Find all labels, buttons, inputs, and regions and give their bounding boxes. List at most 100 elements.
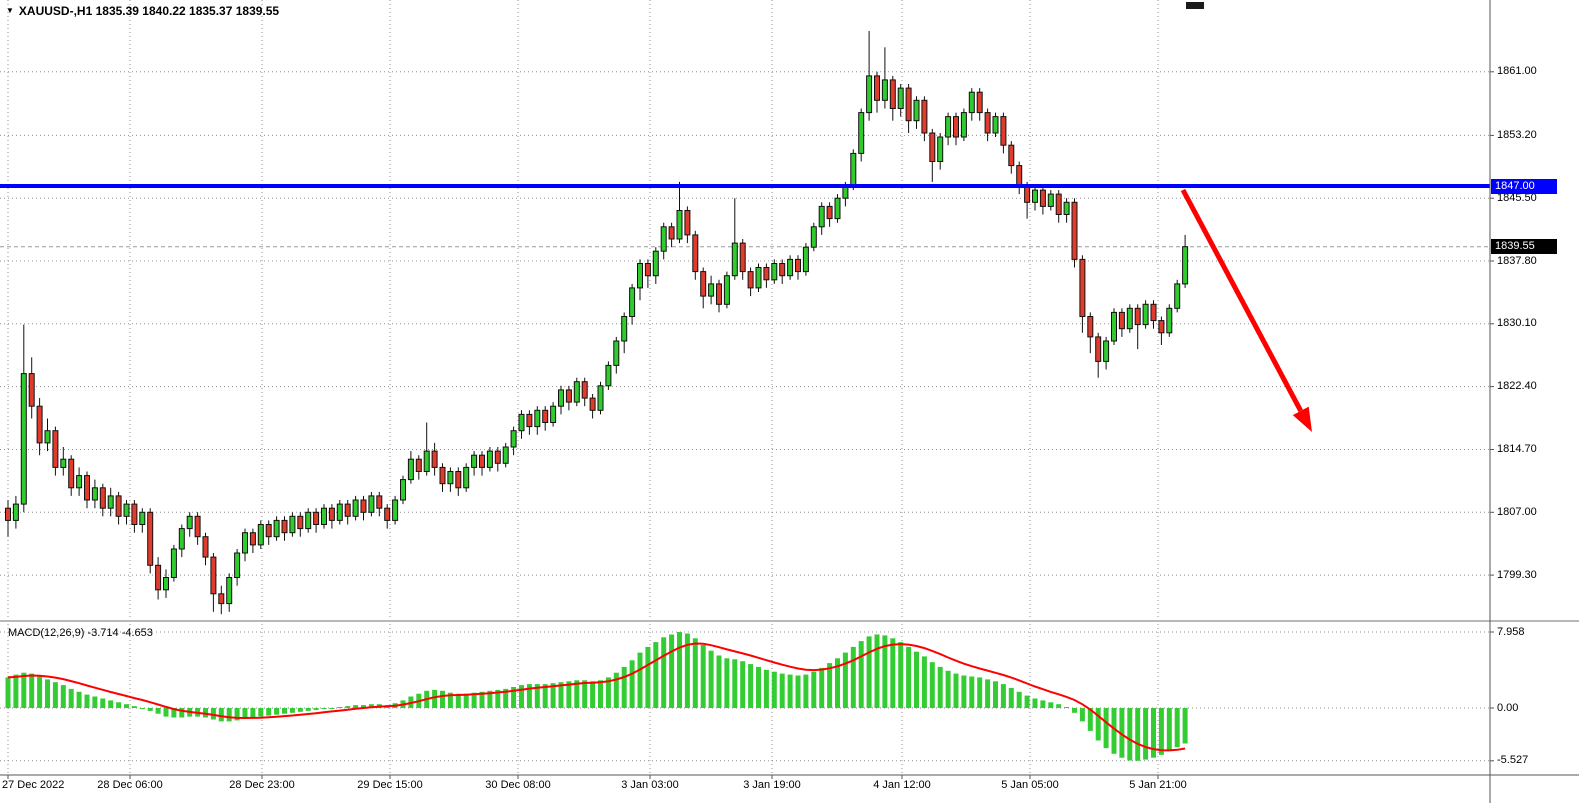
candle-body-bull xyxy=(1047,193,1054,207)
candle-body-bear xyxy=(526,413,533,428)
candle-body-bull xyxy=(660,226,667,252)
candle-body-bull xyxy=(234,552,241,578)
macd-histogram-bar xyxy=(977,677,983,708)
chart-shift-marker[interactable] xyxy=(1186,2,1204,9)
candle-body-bull xyxy=(242,532,248,554)
price-tick-label: 1822.40 xyxy=(1497,380,1537,393)
macd-histogram-bar xyxy=(1095,708,1101,741)
macd-histogram-bar xyxy=(590,681,596,708)
candle-body-bull xyxy=(273,519,280,538)
trend-arrow-head[interactable] xyxy=(1292,406,1312,432)
macd-histogram-bar xyxy=(52,682,58,708)
candle-body-bear xyxy=(218,593,225,605)
macd-histogram-bar xyxy=(139,708,145,709)
macd-histogram-bar xyxy=(13,674,19,708)
macd-histogram-bar xyxy=(811,671,817,708)
candle-body-bull xyxy=(12,503,19,521)
candle-body-bull xyxy=(1174,283,1181,309)
macd-histogram-bar xyxy=(1079,708,1085,722)
macd-histogram-bar xyxy=(1000,684,1006,708)
candle-body-bull xyxy=(937,136,944,162)
candle-body-bear xyxy=(376,495,383,509)
candle-body-bear xyxy=(360,499,367,513)
candle-body-bear xyxy=(700,271,707,297)
candle-body-bull xyxy=(834,197,841,220)
trend-arrow-shaft[interactable] xyxy=(1180,188,1303,412)
candle-body-bear xyxy=(494,450,501,464)
macd-histogram-bar xyxy=(819,667,825,708)
macd-tick-label: 0.00 xyxy=(1497,701,1519,714)
candle-body-bull xyxy=(305,511,312,530)
candle-body-bull xyxy=(534,409,541,428)
candle-body-bull xyxy=(613,340,620,366)
macd-histogram-bar xyxy=(929,662,935,708)
macd-histogram-bar xyxy=(5,677,11,708)
macd-histogram-bar xyxy=(969,676,975,708)
candle-body-bull xyxy=(810,226,817,248)
macd-histogram-bar xyxy=(100,698,106,708)
symbol-dropdown-icon[interactable]: ▼ xyxy=(6,6,14,15)
macd-histogram-bar xyxy=(605,677,611,708)
macd-histogram-bar xyxy=(700,645,706,708)
macd-histogram-bar xyxy=(345,706,351,708)
macd-histogram-bar xyxy=(795,675,801,708)
macd-histogram-bar xyxy=(218,708,224,722)
candle-body-bull xyxy=(771,263,778,281)
candle-body-bull xyxy=(945,116,952,138)
macd-histogram-bar xyxy=(1087,708,1093,731)
candle-body-bull xyxy=(486,450,493,468)
macd-histogram-bar xyxy=(1072,708,1077,713)
candle-body-bear xyxy=(455,471,462,489)
time-tick-label: 30 Dec 08:00 xyxy=(485,779,551,791)
candle-body-bull xyxy=(913,99,920,122)
macd-histogram-bar xyxy=(582,680,588,708)
candle-body-bear xyxy=(52,430,59,468)
macd-histogram-bar xyxy=(45,679,50,708)
candle-body-bear xyxy=(565,389,572,403)
macd-histogram-bar xyxy=(519,685,524,708)
macd-histogram-bar xyxy=(1143,708,1149,760)
macd-histogram-bar xyxy=(1103,708,1109,749)
macd-histogram-bar xyxy=(21,672,27,708)
macd-histogram-bar xyxy=(108,700,114,708)
macd-histogram-bar xyxy=(242,708,248,719)
candle-body-bull xyxy=(652,250,659,277)
macd-histogram-bar xyxy=(282,708,287,714)
candle-body-bear xyxy=(1118,311,1125,330)
macd-histogram-bar xyxy=(937,666,943,708)
candle-body-bull xyxy=(558,389,564,407)
macd-indicator-label: MACD(12,26,9) -3.714 -4.653 xyxy=(8,627,153,639)
candle-body-bear xyxy=(194,515,201,538)
candle-body-bull xyxy=(123,503,130,517)
current-price-tag: 1839.55 xyxy=(1491,239,1557,255)
candle-body-bull xyxy=(44,430,51,444)
candle-body-bull xyxy=(321,507,327,526)
candle-body-bull xyxy=(621,316,628,342)
candle-body-bear xyxy=(328,507,335,521)
candle-body-bull xyxy=(818,205,825,228)
candle-body-bear xyxy=(644,263,651,277)
candle-body-bull xyxy=(471,454,478,468)
candle-body-bear xyxy=(921,99,928,134)
candle-body-bull xyxy=(186,515,193,530)
candle-body-bull xyxy=(400,479,406,501)
macd-histogram-bar xyxy=(368,704,374,708)
macd-histogram-bar xyxy=(661,637,667,708)
candle-body-bear xyxy=(1079,258,1086,317)
candle-body-bear xyxy=(826,205,833,220)
macd-histogram-bar xyxy=(147,708,153,711)
candle-body-bear xyxy=(581,381,588,399)
macd-histogram-bar xyxy=(1064,707,1070,708)
candle-body-bear xyxy=(431,450,438,468)
price-tick-label: 1853.20 xyxy=(1497,128,1537,141)
candle-body-bear xyxy=(953,116,959,138)
macd-histogram-bar xyxy=(732,659,738,708)
macd-histogram-bar xyxy=(724,658,730,708)
candle-body-bull xyxy=(502,446,509,464)
candle-body-bear xyxy=(415,458,422,473)
candle-body-bear xyxy=(68,458,75,489)
candle-body-bull xyxy=(1182,246,1189,285)
macd-histogram-bar xyxy=(329,708,335,709)
time-tick-label: 3 Jan 03:00 xyxy=(621,779,679,791)
